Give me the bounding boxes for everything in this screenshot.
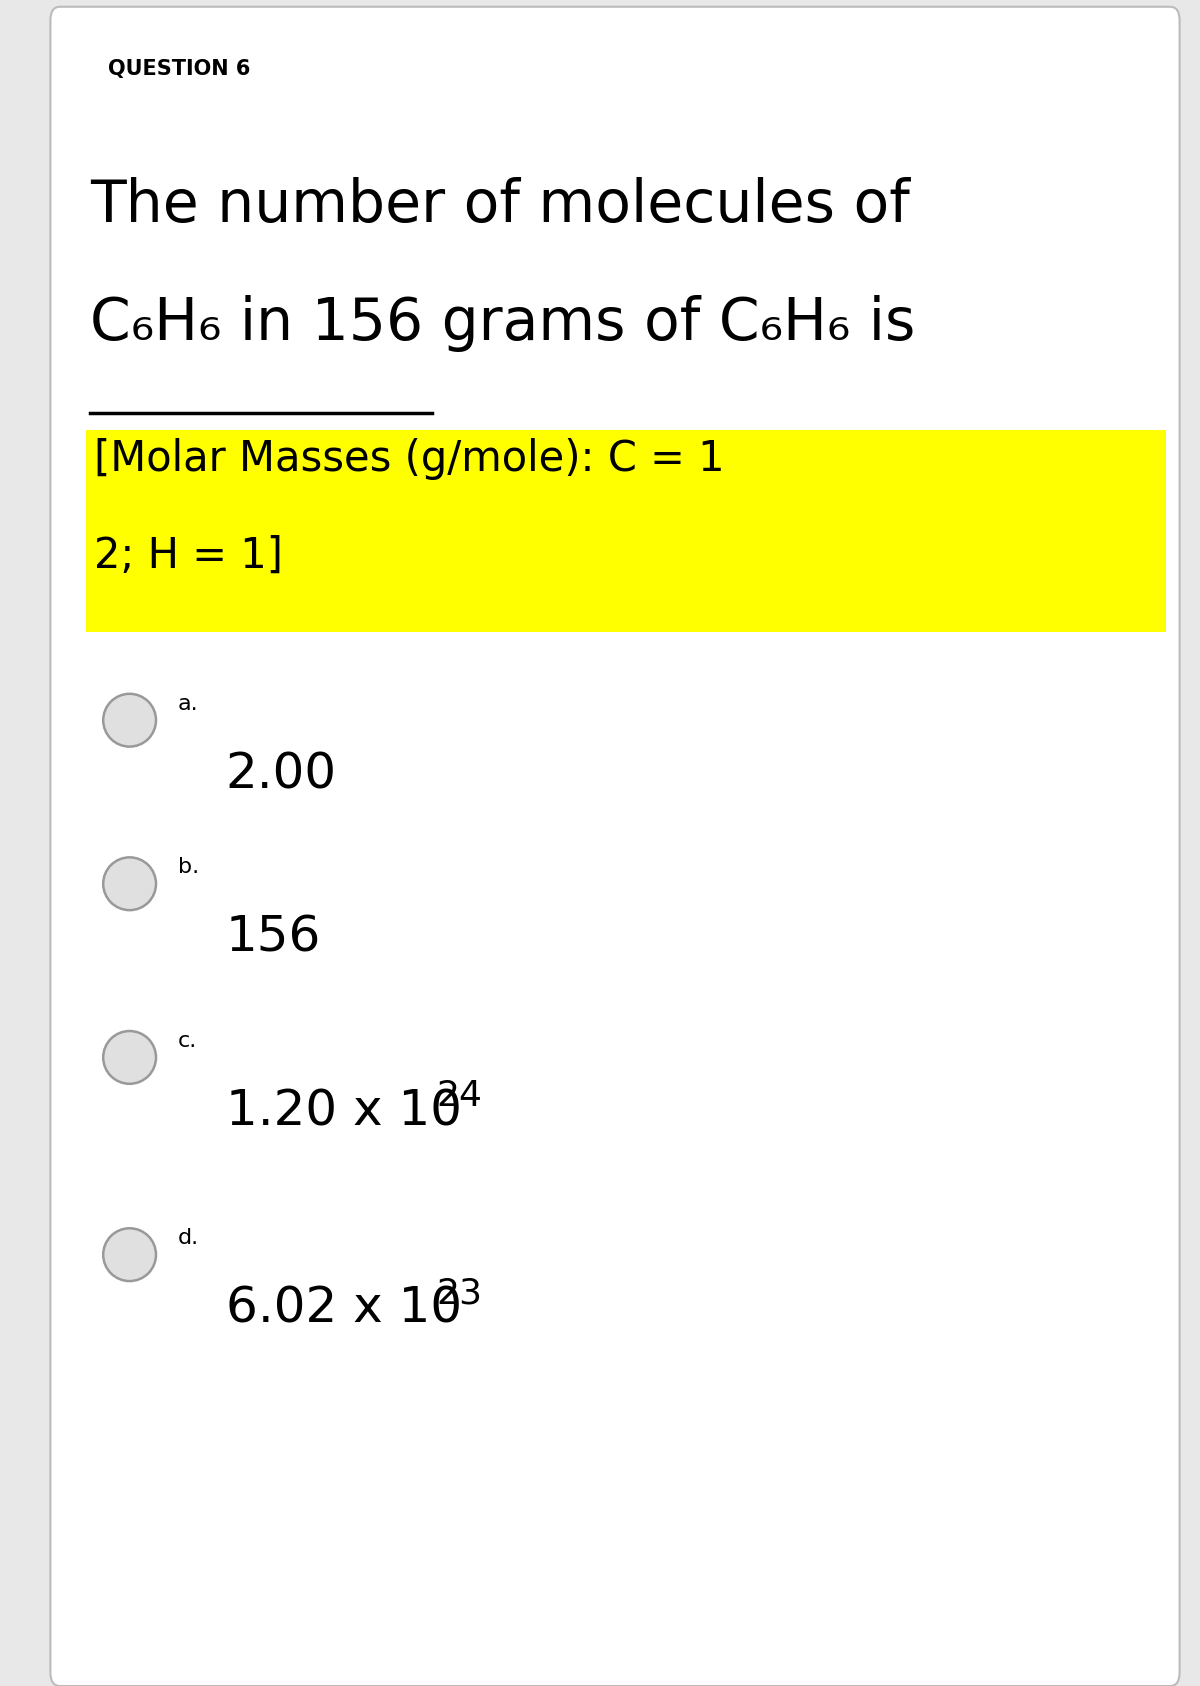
Ellipse shape bbox=[103, 695, 156, 747]
Text: [Molar Masses (g/mole): C = 1: [Molar Masses (g/mole): C = 1 bbox=[94, 438, 725, 481]
Text: The number of molecules of: The number of molecules of bbox=[90, 177, 910, 234]
Ellipse shape bbox=[103, 1032, 156, 1084]
Text: 2; H = 1]: 2; H = 1] bbox=[94, 534, 283, 577]
Text: 24: 24 bbox=[437, 1079, 482, 1113]
Text: QUESTION 6: QUESTION 6 bbox=[108, 59, 251, 79]
Text: c.: c. bbox=[178, 1032, 197, 1050]
Text: b.: b. bbox=[178, 858, 199, 877]
Ellipse shape bbox=[103, 858, 156, 910]
Text: 2.00: 2.00 bbox=[226, 750, 337, 797]
Text: C₆H₆ in 156 grams of C₆H₆ is: C₆H₆ in 156 grams of C₆H₆ is bbox=[90, 295, 916, 352]
Ellipse shape bbox=[103, 1229, 156, 1281]
Text: 23: 23 bbox=[437, 1276, 482, 1310]
Text: 156: 156 bbox=[226, 914, 320, 961]
FancyBboxPatch shape bbox=[86, 430, 1166, 632]
Text: 1.20 x 10: 1.20 x 10 bbox=[226, 1087, 462, 1135]
Text: a.: a. bbox=[178, 695, 198, 713]
FancyBboxPatch shape bbox=[50, 7, 1180, 1686]
Text: 6.02 x 10: 6.02 x 10 bbox=[226, 1285, 462, 1332]
Text: d.: d. bbox=[178, 1229, 199, 1248]
